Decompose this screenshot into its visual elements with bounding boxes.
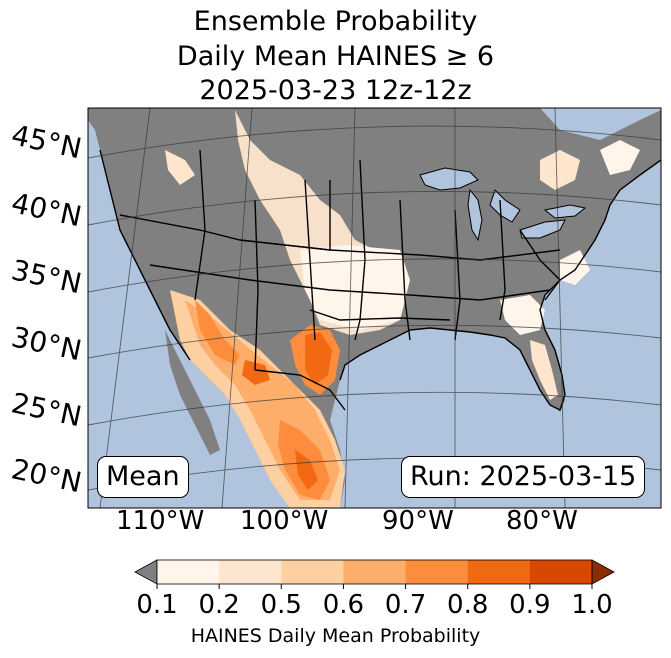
lon-label-110w: 110°W <box>116 506 205 536</box>
colorbar-segment <box>281 560 344 584</box>
title-line-2: Daily Mean HAINES ≥ 6 <box>176 41 495 72</box>
title-line-3: 2025-03-23 12z-12z <box>199 75 472 106</box>
map-area <box>88 108 661 508</box>
colorbar-tick-label: 0.8 <box>447 590 489 620</box>
colorbar-tick-label: 1.0 <box>571 590 613 620</box>
mean-label: Mean <box>97 456 189 498</box>
colorbar-under-arrow <box>134 559 158 585</box>
colorbar-over-arrow <box>591 559 615 585</box>
colorbar <box>134 559 615 589</box>
colorbar-frame <box>156 559 593 585</box>
colorbar-segment <box>157 560 220 584</box>
lon-label-80w: 80°W <box>506 506 578 536</box>
title-line-1: Ensemble Probability <box>193 6 478 37</box>
colorbar-segment <box>405 560 469 584</box>
colorbar-segment <box>529 560 593 584</box>
colorbar-tick-label: 0.7 <box>384 590 427 620</box>
colorbar-segment <box>343 560 407 584</box>
state-borders <box>119 149 561 411</box>
colorbar-label: HAINES Daily Mean Probability <box>190 625 481 647</box>
map-frame <box>87 107 662 509</box>
colorbar-segment <box>467 560 531 584</box>
great-lakes <box>419 167 587 242</box>
baja-peninsula <box>165 330 220 455</box>
colorbar-tick-label: 0.1 <box>136 590 178 620</box>
colorbar-tick-label: 0.6 <box>322 590 365 620</box>
colorbar-tick-label: 0.2 <box>198 590 240 620</box>
colorbar-segment <box>219 560 282 584</box>
run-date-label: Run: 2025-03-15 <box>401 456 646 498</box>
coastline <box>99 149 661 411</box>
colorbar-tick-label: 0.9 <box>509 590 551 620</box>
lon-label-90w: 90°W <box>382 506 454 536</box>
lon-label-100w: 100°W <box>240 506 329 536</box>
probability-shading <box>165 110 640 508</box>
colorbar-tick-label: 0.5 <box>260 590 302 620</box>
